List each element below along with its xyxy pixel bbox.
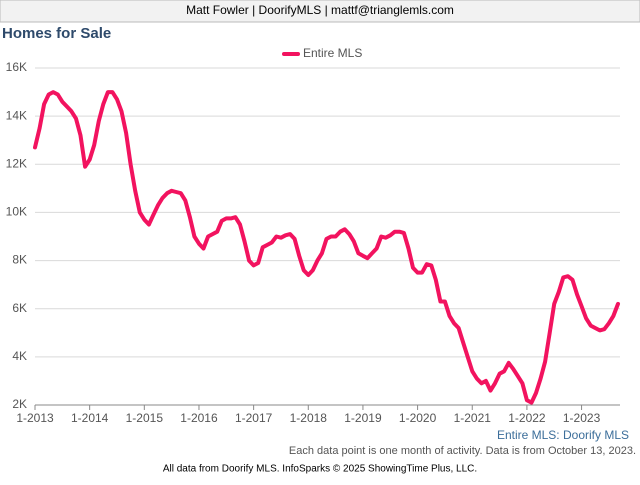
x-tick-label: 1-2019 [344, 411, 382, 425]
x-tick-label: 1-2023 [563, 411, 601, 425]
x-tick-label: 1-2014 [71, 411, 109, 425]
header-text: Matt Fowler | DoorifyMLS | mattf@triangl… [186, 3, 454, 17]
x-tick-label: 1-2016 [180, 411, 218, 425]
x-tick-label: 1-2013 [16, 411, 54, 425]
y-tick-label: 16K [6, 60, 27, 74]
note: Each data point is one month of activity… [289, 445, 636, 457]
y-tick-label: 4K [12, 349, 27, 363]
y-tick-label: 2K [12, 397, 27, 411]
y-tick-label: 8K [12, 253, 27, 267]
x-tick-label: 1-2015 [126, 411, 164, 425]
y-tick-label: 10K [6, 205, 27, 219]
line [33, 90, 620, 405]
y-tick-label: 6K [12, 301, 27, 315]
header-bar [0, 0, 640, 23]
x-tick-label: 1-2018 [290, 411, 328, 425]
source: Entire MLS: Doorify MLS [497, 428, 629, 442]
footer: All data from Doorify MLS. InfoSparks © … [163, 464, 477, 475]
x-tick-label: 1-2021 [454, 411, 492, 425]
x-tick-label: 1-2017 [235, 411, 273, 425]
chart-title: Homes for Sale [2, 25, 111, 42]
legend-label: Entire MLS [303, 46, 362, 60]
y-tick-label: 14K [6, 108, 27, 122]
x-tick-label: 1-2022 [508, 411, 546, 425]
x-tick-label: 1-2020 [399, 411, 437, 425]
y-tick-label: 12K [6, 156, 27, 170]
